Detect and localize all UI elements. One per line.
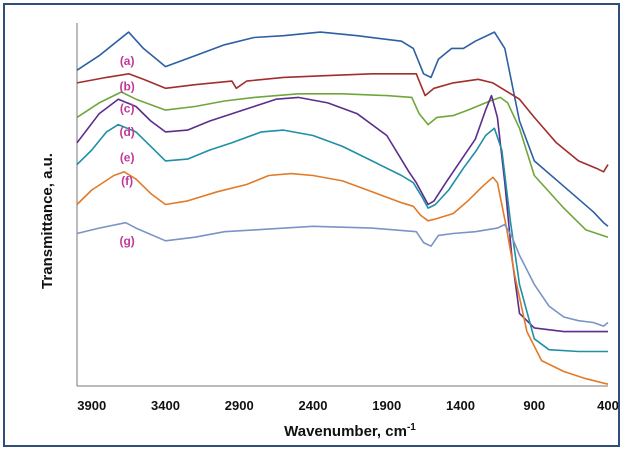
series-line-c (76, 91, 609, 238)
x-tick-label: 900 (523, 398, 545, 413)
series-line-e (76, 123, 608, 353)
y-axis-title: Transmittance, a.u. (39, 153, 56, 289)
ftir-chart: (a) (b) (c) (d) (e) (f) (g) 3900 3400 2900 2400 19… (39, 23, 618, 440)
x-tick-label: 3400 (151, 398, 180, 413)
x-tick-label: 1900 (372, 398, 401, 413)
series-label-layer: (a) (b) (c) (d) (e) (f) (g) (119, 54, 134, 248)
series-line-b (76, 73, 609, 173)
series-line-d (76, 94, 608, 333)
series-label-g: (g) (119, 234, 134, 248)
x-axis-title: Wavenumber, cm-1 (284, 422, 416, 440)
series-layer (76, 31, 609, 385)
series-label-b: (b) (119, 80, 134, 94)
series-line-f (76, 171, 609, 385)
x-tick-label: 400 (597, 398, 618, 413)
x-tick-label: 2900 (225, 398, 254, 413)
series-line-g (76, 221, 609, 327)
x-tick-label: 2400 (299, 398, 328, 413)
series-label-e: (e) (120, 150, 135, 164)
series-label-a: (a) (120, 54, 135, 68)
figure-frame: (a) (b) (c) (d) (e) (f) (g) 3900 3400 2900 2400 19… (3, 3, 620, 447)
series-label-d: (d) (119, 125, 134, 139)
x-tick-label: 3900 (77, 398, 106, 413)
x-tick-label: 1400 (446, 398, 475, 413)
series-label-c: (c) (120, 101, 135, 115)
plot-area: (a) (b) (c) (d) (e) (f) (g) (76, 23, 609, 387)
x-tick-labels: 3900 3400 2900 2400 1900 1400 900 400 (77, 398, 618, 413)
series-label-f: (f) (121, 174, 133, 188)
series-line-a (76, 31, 609, 227)
